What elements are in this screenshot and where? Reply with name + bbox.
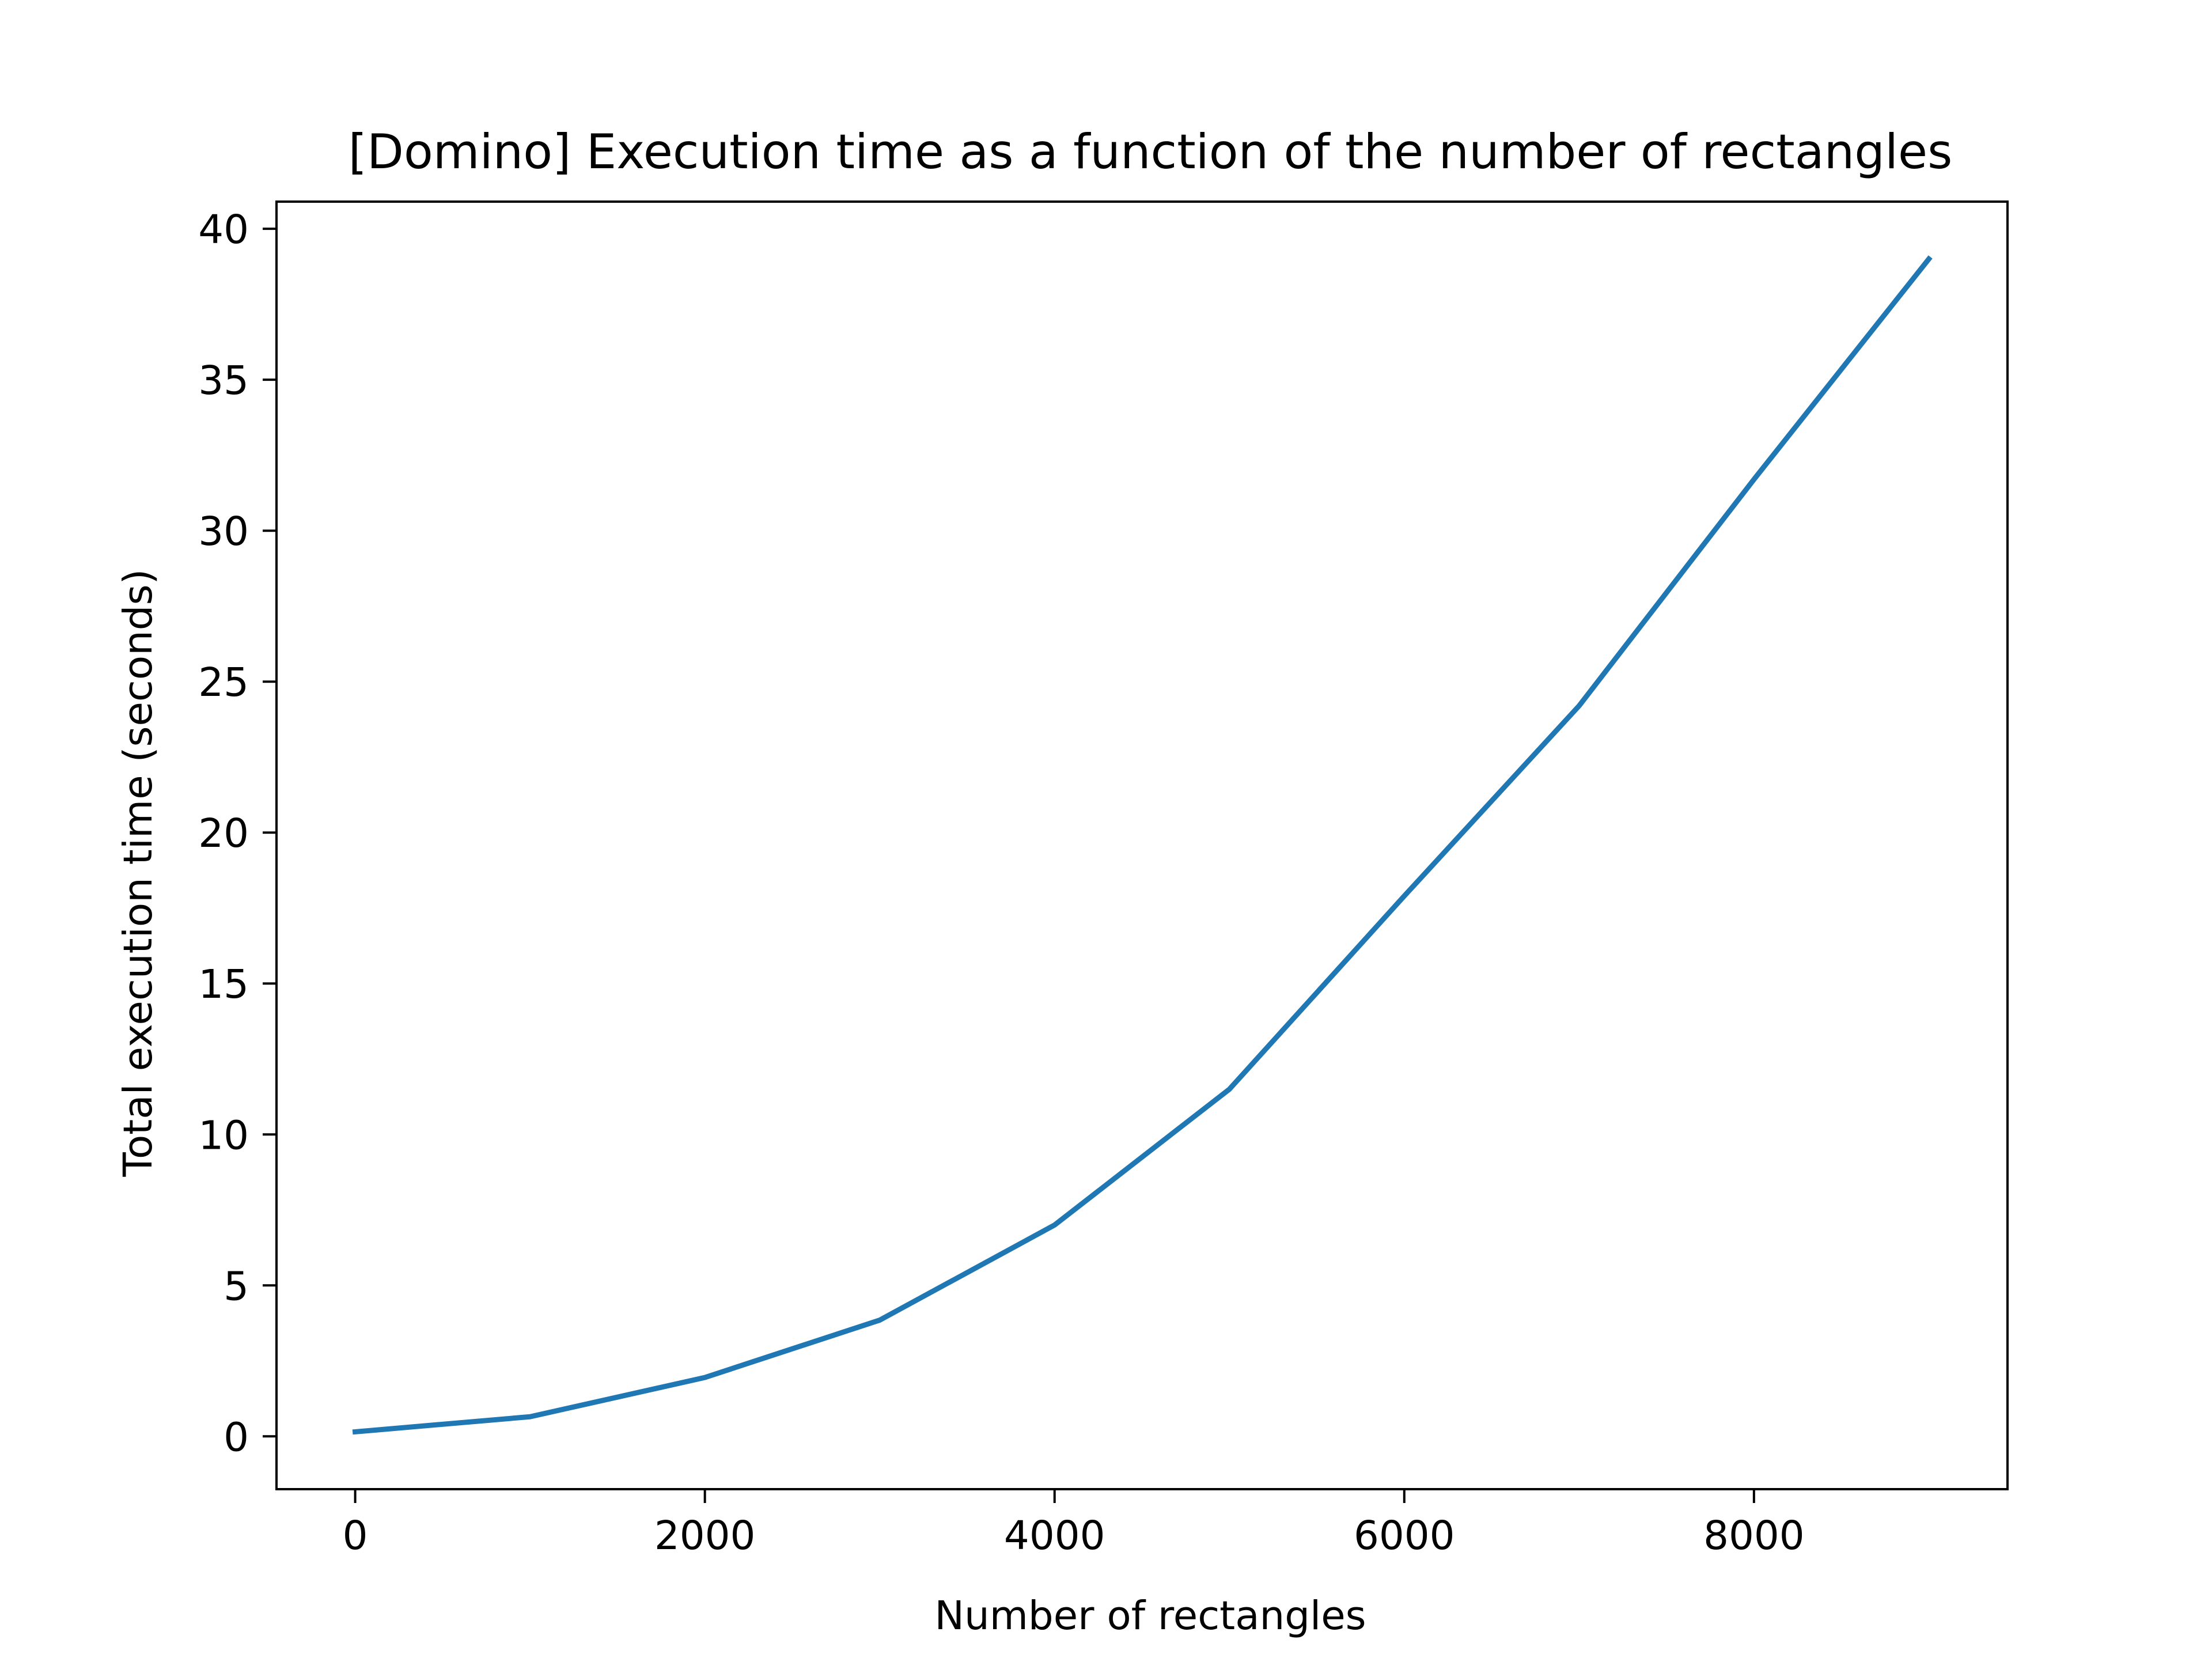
x-tick-label: 8000 <box>1703 1513 1805 1559</box>
y-tick-label: 35 <box>198 358 249 404</box>
y-tick-label: 30 <box>198 509 249 555</box>
x-tick-label: 6000 <box>1354 1513 1455 1559</box>
y-tick-label: 10 <box>198 1112 249 1159</box>
x-tick-label: 4000 <box>1004 1513 1105 1559</box>
y-tick-label: 20 <box>198 811 249 857</box>
y-tick-label: 0 <box>224 1414 249 1460</box>
chart-title: [Domino] Execution time as a function of… <box>349 124 1953 180</box>
y-tick-label: 15 <box>198 961 249 1008</box>
x-tick-label: 0 <box>343 1513 368 1559</box>
y-tick-label: 25 <box>198 660 249 706</box>
y-tick-label: 5 <box>224 1263 249 1309</box>
y-tick-label: 40 <box>198 207 249 253</box>
x-tick-label: 2000 <box>654 1513 756 1559</box>
plot-frame <box>275 200 2009 1490</box>
x-axis-label: Number of rectangles <box>934 1593 1366 1639</box>
series-line-0 <box>352 255 1933 1435</box>
y-axis-label: Total execution time (seconds) <box>115 569 161 1178</box>
